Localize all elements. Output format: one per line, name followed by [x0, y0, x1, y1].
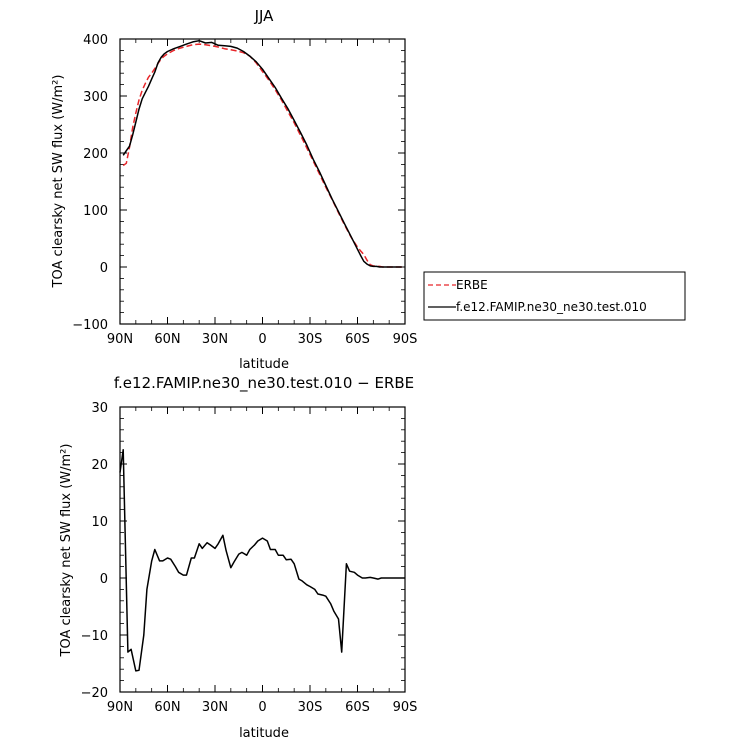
top-panel-x-tick-label: 0 [258, 332, 266, 347]
top-panel-ticks: 90N 60N 30N 0 30S 60S 90S −100 0 100 200 300 400 [72, 33, 417, 347]
bottom-panel-x-tick-label: 60S [345, 700, 370, 715]
bottom-panel-title: f.e12.FAMIP.ne30_ne30.test.010 − ERBE [114, 374, 414, 393]
bottom-panel-y-tick-label: 10 [91, 515, 108, 530]
bottom-panel-frame [119, 406, 406, 693]
bottom-panel-x-axis-label: latitude [239, 726, 289, 741]
bottom-panel-x-tick-label: 30S [298, 700, 323, 715]
legend-label-model: f.e12.FAMIP.ne30_ne30.test.010 [456, 300, 647, 314]
bottom-panel-ticks: 90N 60N 30N 0 30S 60S 90S −20 −10 0 10 20 30 [81, 401, 418, 715]
bottom-panel-y-tick-label: −20 [81, 686, 108, 701]
bottom-panel-x-tick-label: 30N [202, 700, 228, 715]
top-panel-y-tick-label: 0 [100, 261, 108, 276]
legend-label-erbe: ERBE [456, 278, 488, 292]
bottom-panel-y-axis-label: TOA clearsky net SW flux (W/m²) [59, 444, 74, 658]
top-panel-x-tick-label: 60N [154, 332, 180, 347]
bottom-panel: f.e12.FAMIP.ne30_ne30.test.010 − ERBE TO… [59, 374, 417, 741]
bottom-panel-y-tick-label: 30 [91, 401, 108, 416]
top-panel-x-tick-label: 30S [298, 332, 323, 347]
top-panel-frame [119, 38, 406, 325]
top-panel-x-tick-label: 90S [393, 332, 418, 347]
top-panel-y-tick-label: 100 [83, 204, 108, 219]
top-panel-x-tick-label: 90N [107, 332, 133, 347]
legend: ERBE f.e12.FAMIP.ne30_ne30.test.010 [423, 271, 686, 321]
top-panel-x-tick-label: 60S [345, 332, 370, 347]
top-panel-series-line-0 [122, 43, 402, 268]
top-panel-x-axis-label: latitude [239, 357, 289, 372]
top-panel-y-tick-label: 300 [83, 90, 108, 105]
top-panel-y-tick-label: 400 [83, 33, 108, 48]
legend-box [423, 271, 686, 321]
bottom-panel-x-tick-label: 90N [107, 700, 133, 715]
top-panel: JJA TOA clearsky net SW flux (W/m²) lati… [51, 7, 686, 372]
bottom-panel-x-tick-label: 60N [154, 700, 180, 715]
bottom-panel-x-tick-label: 90S [393, 700, 418, 715]
top-panel-series [122, 39, 402, 268]
top-panel-title: JJA [254, 7, 275, 25]
top-panel-x-tick-label: 30N [202, 332, 228, 347]
top-panel-y-tick-label: 200 [83, 147, 108, 162]
bottom-panel-x-tick-label: 0 [258, 700, 266, 715]
bottom-panel-y-tick-label: −10 [81, 629, 108, 644]
bottom-panel-series [119, 449, 405, 672]
bottom-panel-series-line-0 [119, 449, 405, 672]
top-panel-series-line-1 [122, 39, 402, 268]
bottom-panel-y-tick-label: 20 [91, 458, 108, 473]
bottom-panel-y-tick-label: 0 [100, 572, 108, 587]
top-panel-y-tick-label: −100 [72, 318, 108, 333]
top-panel-y-axis-label: TOA clearsky net SW flux (W/m²) [51, 75, 66, 289]
